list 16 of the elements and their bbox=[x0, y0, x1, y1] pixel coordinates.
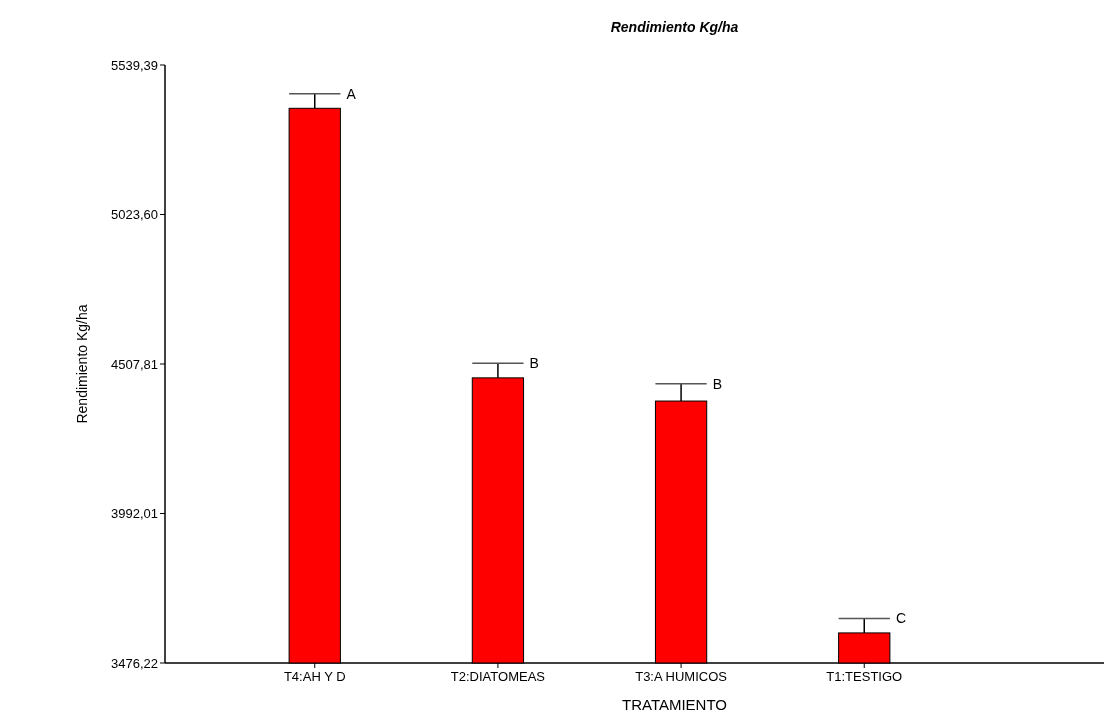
x-tick-label: T3:A HUMICOS bbox=[635, 669, 728, 684]
x-tick-label: T2:DIATOMEAS bbox=[450, 669, 546, 684]
annotation: A bbox=[346, 85, 357, 102]
annotation: C bbox=[895, 610, 907, 627]
annotation: B bbox=[529, 355, 539, 372]
y-tick-label: 3476,22 bbox=[111, 655, 158, 671]
y-tick-label: 3992,01 bbox=[111, 506, 158, 522]
y-tick-label: 5023,60 bbox=[111, 207, 158, 223]
annotation: B bbox=[712, 375, 723, 392]
y-tick-label: 4507,81 bbox=[111, 356, 158, 372]
x-tick-label: T1:TESTIGO bbox=[826, 669, 903, 684]
y-axis-title: Rendimiento Kg/ha bbox=[74, 304, 90, 424]
x-axis-title: TRATAMIENTO bbox=[622, 696, 727, 713]
y-tick-label: 5539,39 bbox=[111, 57, 158, 73]
x-tick-label: T4:AH Y D bbox=[283, 669, 346, 684]
chart-title: Rendimiento Kg/ha bbox=[610, 19, 739, 35]
